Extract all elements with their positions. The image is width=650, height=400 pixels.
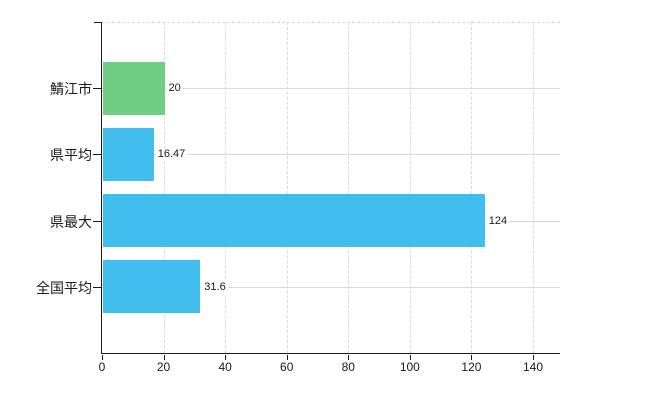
- y-axis-line: [100, 22, 102, 353]
- category-tick: [93, 154, 101, 156]
- vertical-gridline: [471, 22, 473, 353]
- vertical-gridline: [409, 22, 411, 353]
- plot-top-border: [102, 22, 560, 23]
- x-axis-tick-label: 80: [341, 360, 355, 374]
- vertical-gridline: [533, 22, 534, 353]
- x-axis-tick: [102, 354, 103, 360]
- category-label: 県最大: [50, 213, 92, 230]
- vertical-gridline: [163, 22, 165, 353]
- x-axis-tick-label: 20: [156, 360, 171, 374]
- bar-value-label: 16.47: [155, 148, 188, 162]
- category-tick: [93, 286, 101, 288]
- x-axis-tick-label: 140: [522, 360, 544, 374]
- bar-value-label: 20: [166, 82, 183, 96]
- x-axis-tick-label: 120: [461, 360, 482, 374]
- bar: [103, 194, 485, 248]
- category-label: 全国平均: [36, 279, 92, 296]
- y-axis-top-tick: [94, 22, 101, 23]
- vertical-gridline: [348, 22, 350, 353]
- row-gridline: [102, 88, 560, 90]
- bar-value-label: 31.6: [202, 280, 228, 294]
- category-label: 鯖江市: [50, 81, 92, 98]
- x-axis-tick-label: 0: [98, 360, 106, 374]
- bar-value-label: 124: [486, 214, 510, 228]
- x-axis-tick-label: 40: [218, 360, 232, 374]
- category-label: 県平均: [50, 147, 92, 164]
- row-gridline: [102, 154, 560, 156]
- row-gridline: [102, 286, 560, 288]
- x-axis-tick: [163, 354, 165, 360]
- bar: [103, 61, 165, 115]
- vertical-gridline: [286, 22, 288, 353]
- x-axis-tick-label: 60: [280, 360, 294, 374]
- x-axis-tick: [225, 354, 227, 360]
- category-tick: [93, 220, 101, 222]
- category-tick: [93, 88, 101, 90]
- x-axis-line: [100, 353, 560, 354]
- x-axis-tick: [471, 354, 473, 360]
- bar: [103, 260, 201, 314]
- bar: [103, 127, 154, 181]
- vertical-gridline: [225, 22, 227, 353]
- x-axis-tick: [409, 354, 411, 360]
- x-axis-tick: [286, 354, 288, 360]
- x-axis-tick-label: 100: [399, 360, 420, 374]
- x-axis-tick: [348, 354, 350, 360]
- x-axis-tick: [533, 354, 534, 360]
